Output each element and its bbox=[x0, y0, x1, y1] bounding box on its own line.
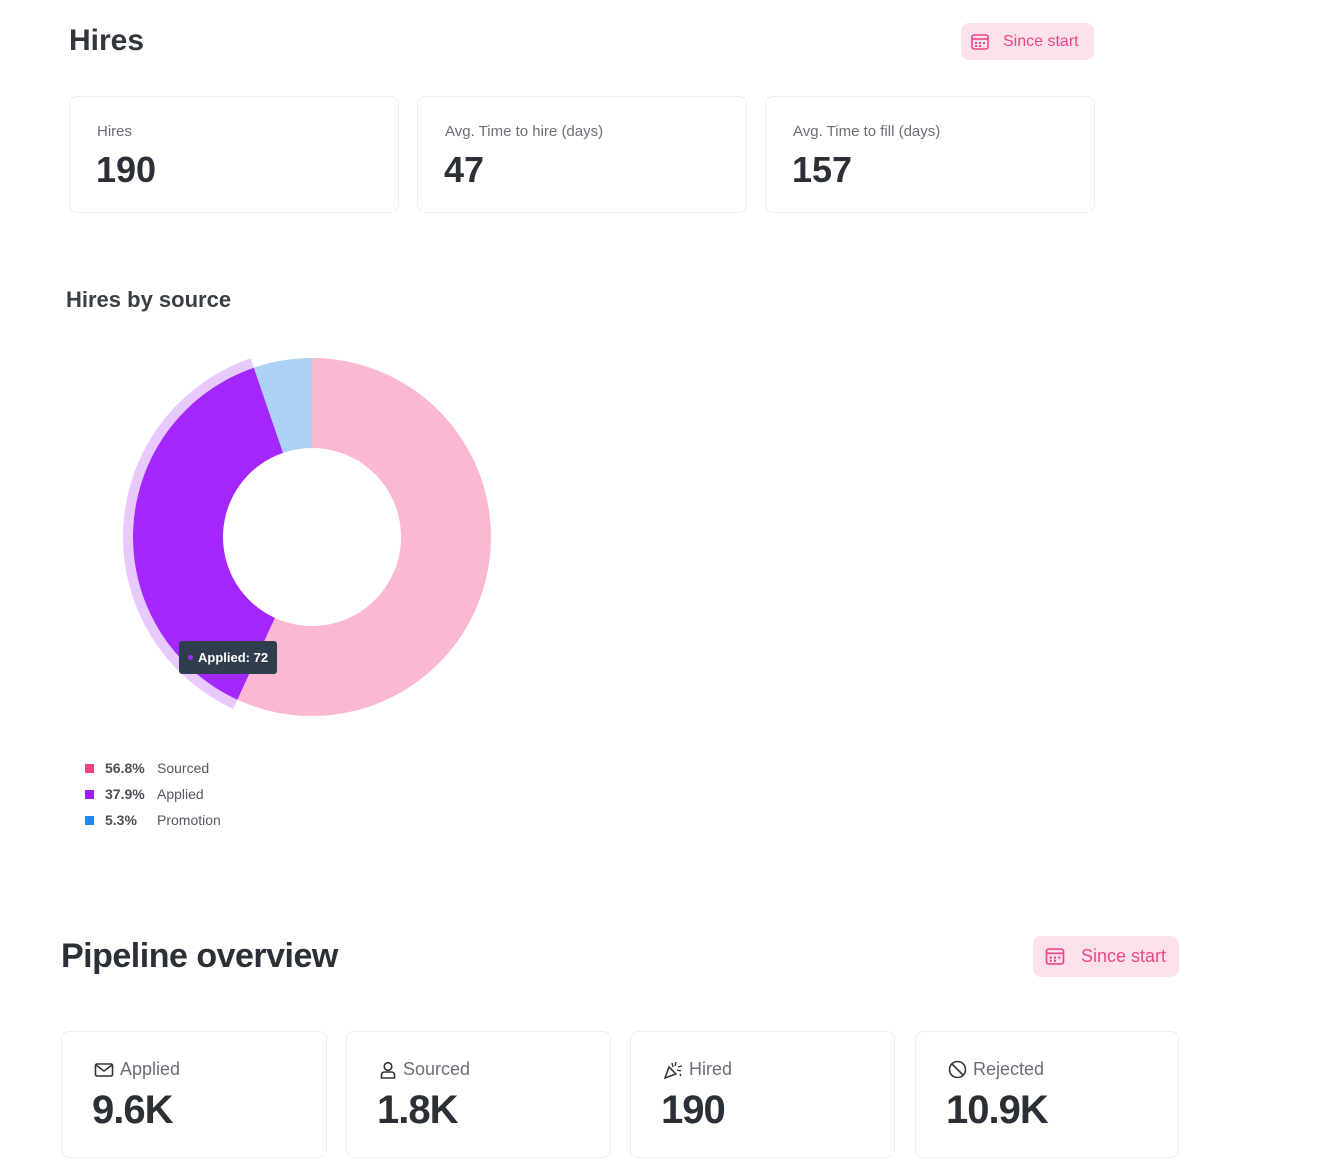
stat-card-time-to-hire: Avg. Time to hire (days) 47 bbox=[417, 96, 747, 213]
legend-item-sourced[interactable]: 56.8% Sourced bbox=[85, 755, 221, 781]
legend-pct: 5.3% bbox=[105, 812, 137, 828]
tooltip-text: Applied: 72 bbox=[198, 650, 269, 665]
legend-item-promotion[interactable]: 5.3% Promotion bbox=[85, 807, 221, 833]
pipeline-date-filter-label: Since start bbox=[1081, 946, 1167, 966]
pipeline-card-hired: Hired 190 bbox=[630, 1031, 895, 1158]
stat-label: Avg. Time to hire (days) bbox=[445, 123, 604, 140]
stat-value: 190 bbox=[96, 149, 157, 190]
stat-value: 47 bbox=[444, 149, 485, 190]
pipeline-card-applied: Applied 9.6K bbox=[61, 1031, 327, 1158]
ban-icon bbox=[948, 1060, 967, 1079]
legend-swatch bbox=[85, 789, 94, 799]
pipeline-card-sourced: Sourced 1.8K bbox=[346, 1031, 611, 1158]
party-popper-icon bbox=[663, 1061, 683, 1079]
hires-title: Hires bbox=[69, 24, 145, 57]
stat-card-hires: Hires 190 bbox=[69, 96, 399, 213]
legend-pct: 56.8% bbox=[105, 760, 145, 776]
stat-label: Hires bbox=[97, 123, 133, 140]
hires-date-filter-button[interactable]: Since start bbox=[961, 23, 1094, 60]
pipeline-title: Pipeline overview bbox=[61, 937, 338, 975]
legend-swatch bbox=[85, 815, 94, 825]
stat-label: Applied bbox=[120, 1059, 181, 1079]
stat-value: 9.6K bbox=[92, 1088, 173, 1132]
legend-name: Promotion bbox=[157, 812, 221, 828]
donut-slice-halo bbox=[122, 358, 254, 709]
pipeline-date-filter-button[interactable]: Since start bbox=[1033, 936, 1179, 977]
calendar-icon bbox=[971, 33, 989, 50]
hires-date-filter-label: Since start bbox=[1003, 32, 1079, 50]
donut-chart bbox=[122, 358, 492, 716]
stat-value: 10.9K bbox=[946, 1088, 1049, 1132]
donut-slice-sourced[interactable] bbox=[237, 358, 492, 716]
calendar-icon bbox=[1045, 948, 1065, 965]
legend-swatch bbox=[85, 763, 94, 773]
hires-by-source-title: Hires by source bbox=[66, 287, 232, 312]
tooltip-dot bbox=[188, 655, 193, 660]
stat-label: Avg. Time to fill (days) bbox=[793, 123, 941, 140]
stat-value: 157 bbox=[792, 149, 853, 190]
stat-value: 190 bbox=[661, 1088, 726, 1132]
stat-label: Rejected bbox=[973, 1059, 1045, 1079]
envelope-icon bbox=[94, 1062, 114, 1077]
donut-slice-applied[interactable] bbox=[132, 367, 284, 700]
user-icon bbox=[380, 1061, 396, 1079]
pipeline-card-rejected: Rejected 10.9K bbox=[915, 1031, 1179, 1158]
donut-slice-promotion[interactable] bbox=[253, 358, 312, 453]
legend-item-applied[interactable]: 37.9% Applied bbox=[85, 781, 221, 807]
stat-value: 1.8K bbox=[377, 1088, 458, 1132]
chart-tooltip: Applied: 72 bbox=[179, 641, 278, 674]
stat-label: Hired bbox=[689, 1059, 733, 1079]
stat-label: Sourced bbox=[403, 1059, 471, 1079]
chart-legend: 56.8% Sourced 37.9% Applied 5.3% Promotion bbox=[85, 755, 221, 833]
legend-name: Sourced bbox=[157, 760, 210, 776]
stat-card-time-to-fill: Avg. Time to fill (days) 157 bbox=[765, 96, 1095, 213]
legend-pct: 37.9% bbox=[105, 786, 145, 802]
legend-name: Applied bbox=[157, 786, 204, 802]
